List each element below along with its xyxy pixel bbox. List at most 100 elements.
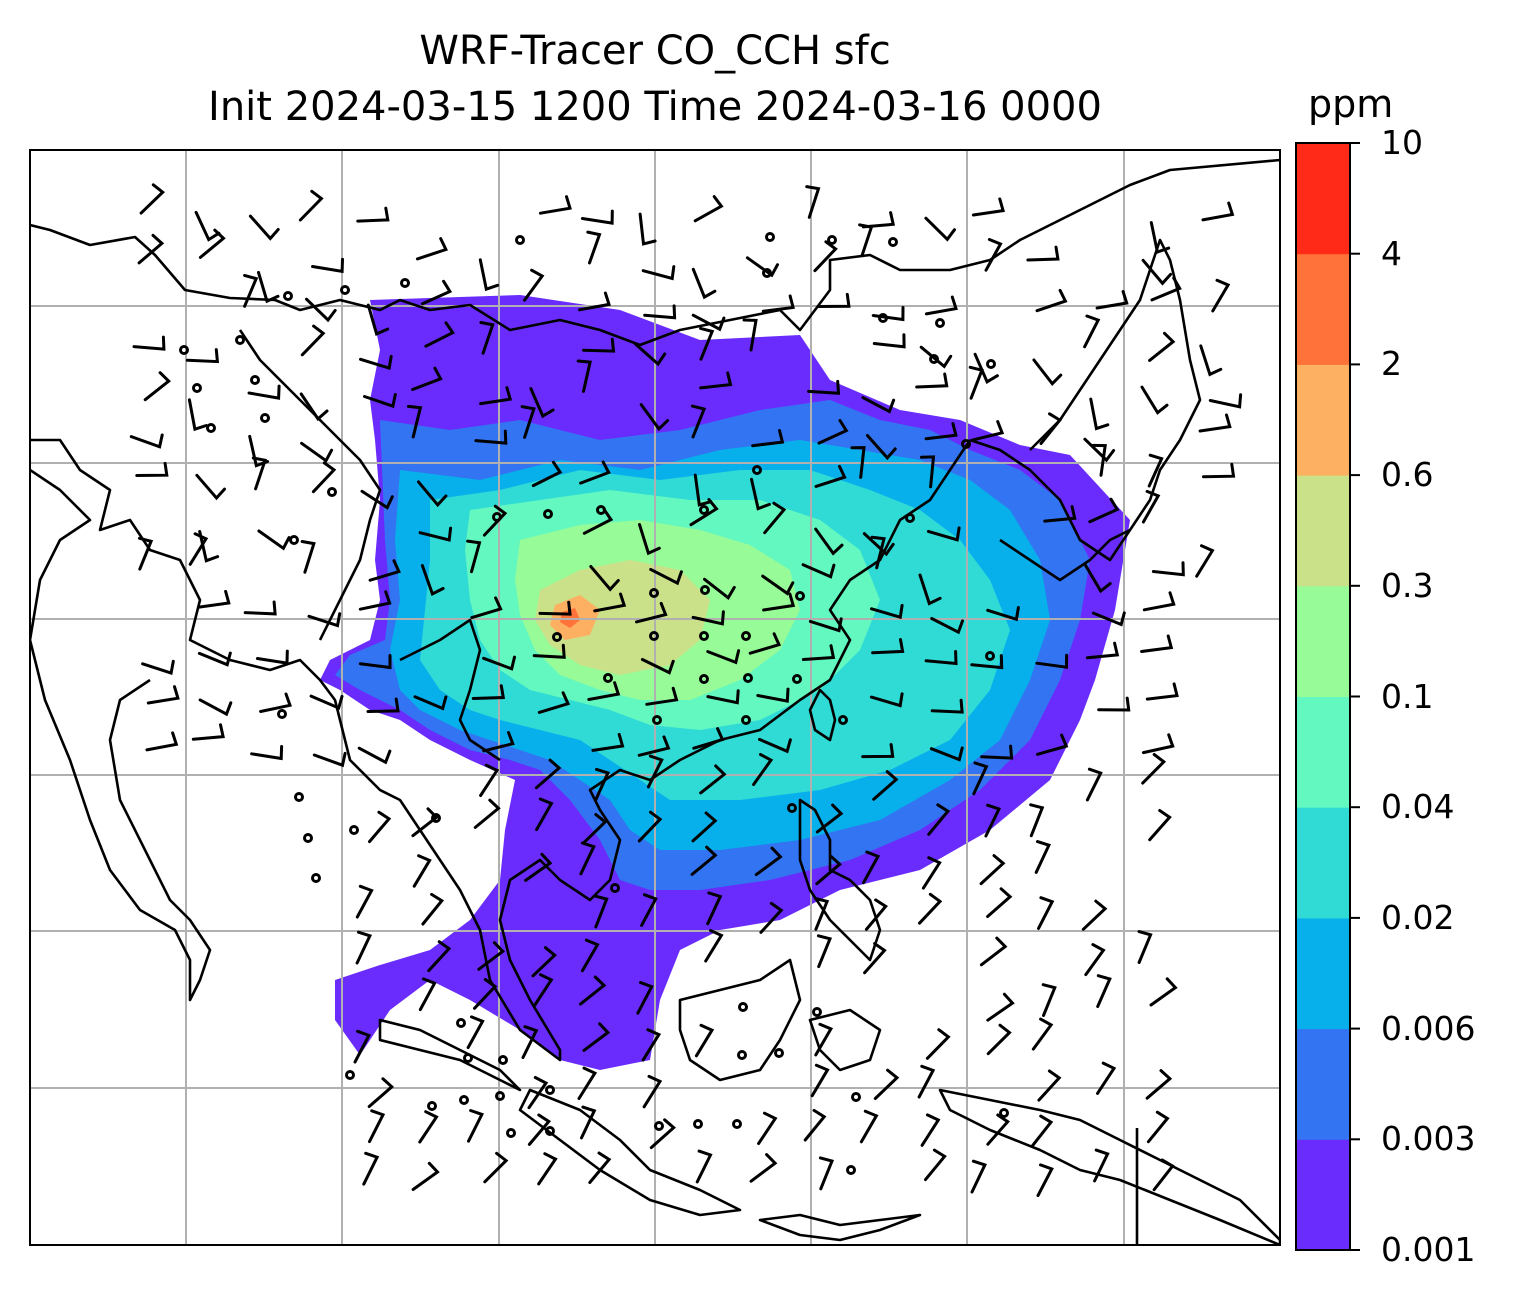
- wind-barb: [1031, 1017, 1054, 1051]
- wind-barb: [135, 461, 169, 477]
- colorbar-tick-label: 0.006: [1381, 1008, 1476, 1048]
- wind-barb: [817, 292, 851, 308]
- colorbar-band: [1296, 696, 1350, 808]
- wind-barb: [699, 764, 727, 795]
- wind-barb: [259, 692, 292, 713]
- wind-barb: [406, 404, 423, 439]
- calm-wind-circle: [610, 883, 620, 893]
- wind-barb: [368, 810, 392, 844]
- wind-barb: [247, 384, 281, 400]
- colorbar-tick-label: 0.001: [1381, 1230, 1476, 1269]
- calm-wind-circle: [649, 631, 659, 641]
- wind-barb: [638, 212, 657, 246]
- wind-barb: [979, 936, 1008, 967]
- wind-barb: [638, 523, 661, 556]
- wind-barb: [817, 419, 849, 445]
- colorbar-band: [1296, 1139, 1350, 1251]
- wind-barb: [927, 803, 951, 836]
- wind-barb: [582, 337, 616, 353]
- wind-barb: [251, 456, 268, 491]
- wind-barb: [758, 737, 792, 754]
- calm-wind-circle: [327, 487, 337, 497]
- calm-wind-circle: [235, 335, 245, 345]
- wind-barb: [1091, 443, 1107, 477]
- wind-barb: [637, 735, 671, 757]
- calm-wind-circle: [294, 792, 304, 802]
- wind-barb: [355, 930, 372, 965]
- wind-barb: [532, 643, 566, 659]
- calm-wind-circle: [495, 1091, 505, 1101]
- wind-barb: [917, 1064, 936, 1099]
- wind-barb: [1202, 462, 1236, 479]
- calm-wind-circle: [545, 1126, 555, 1136]
- wind-barb: [471, 684, 506, 700]
- wind-barb: [639, 403, 670, 432]
- wind-barb: [805, 185, 821, 219]
- wind-barb: [1037, 1069, 1062, 1102]
- wind-barb: [641, 265, 676, 281]
- wind-barb: [300, 324, 326, 357]
- wind-barb: [925, 1028, 951, 1060]
- wind-barb: [537, 691, 571, 714]
- wind-barb: [1152, 1158, 1175, 1192]
- wind-barb: [194, 210, 221, 242]
- calm-wind-circle: [498, 1055, 508, 1065]
- wind-barb: [1149, 977, 1178, 1007]
- calm-wind-circle: [737, 1050, 747, 1060]
- wind-barb: [1140, 634, 1174, 653]
- wind-barb: [368, 559, 401, 582]
- wind-barb: [810, 1063, 830, 1098]
- calm-wind-circle: [935, 318, 945, 328]
- wind-barb: [930, 698, 964, 714]
- wind-barb: [539, 195, 572, 215]
- wind-barb: [146, 685, 180, 705]
- calm-wind-circle: [289, 535, 299, 545]
- calm-wind-circle: [743, 673, 753, 683]
- map-frame: [29, 149, 1281, 1246]
- wind-barb: [693, 473, 713, 507]
- wind-barb: [298, 189, 324, 222]
- wind-barb: [691, 811, 718, 843]
- calm-wind-circle: [545, 1085, 555, 1095]
- wind-barb: [813, 240, 838, 273]
- wind-barb: [420, 564, 445, 597]
- wind-barb: [756, 687, 790, 703]
- calm-wind-circle: [752, 465, 762, 475]
- wind-barb: [427, 940, 452, 973]
- calm-wind-circle: [179, 345, 189, 355]
- wind-barb: [691, 610, 725, 626]
- colorbar: [1295, 142, 1360, 1251]
- wind-barb: [870, 603, 904, 620]
- calm-wind-circle: [652, 715, 662, 725]
- wind-barb: [139, 183, 165, 215]
- colorbar-tick-label: 2: [1381, 344, 1402, 384]
- wind-barb: [577, 1066, 598, 1100]
- wind-barb: [636, 981, 654, 1015]
- wind-barb: [478, 258, 500, 292]
- wind-barb: [357, 746, 392, 765]
- wind-barb: [1208, 393, 1243, 409]
- wind-barb: [366, 303, 390, 336]
- wind-barb: [763, 501, 787, 535]
- wind-barb: [520, 405, 536, 439]
- wind-barb: [580, 1105, 597, 1140]
- wind-barb: [986, 992, 1015, 1022]
- calm-wind-circle: [851, 1092, 861, 1102]
- colorbar-tick-label: 0.04: [1381, 787, 1455, 827]
- wind-barb: [300, 441, 334, 463]
- wind-barb: [814, 527, 844, 556]
- wind-barb: [1148, 331, 1176, 362]
- chart-title-line1: WRF-Tracer CO_CCH sfc: [419, 28, 891, 74]
- wind-barb: [132, 335, 166, 351]
- colorbar-band: [1296, 364, 1350, 476]
- wind-barb: [1147, 453, 1164, 488]
- wind-barb: [984, 238, 1003, 272]
- wind-barb: [1041, 983, 1057, 1017]
- wind-barb: [579, 460, 611, 485]
- wind-barb: [1151, 561, 1185, 577]
- wind-barb: [862, 532, 895, 557]
- wind-barb: [129, 433, 164, 449]
- wind-barb: [1085, 767, 1103, 802]
- wind-barb: [637, 810, 663, 843]
- wind-barb: [1150, 276, 1182, 302]
